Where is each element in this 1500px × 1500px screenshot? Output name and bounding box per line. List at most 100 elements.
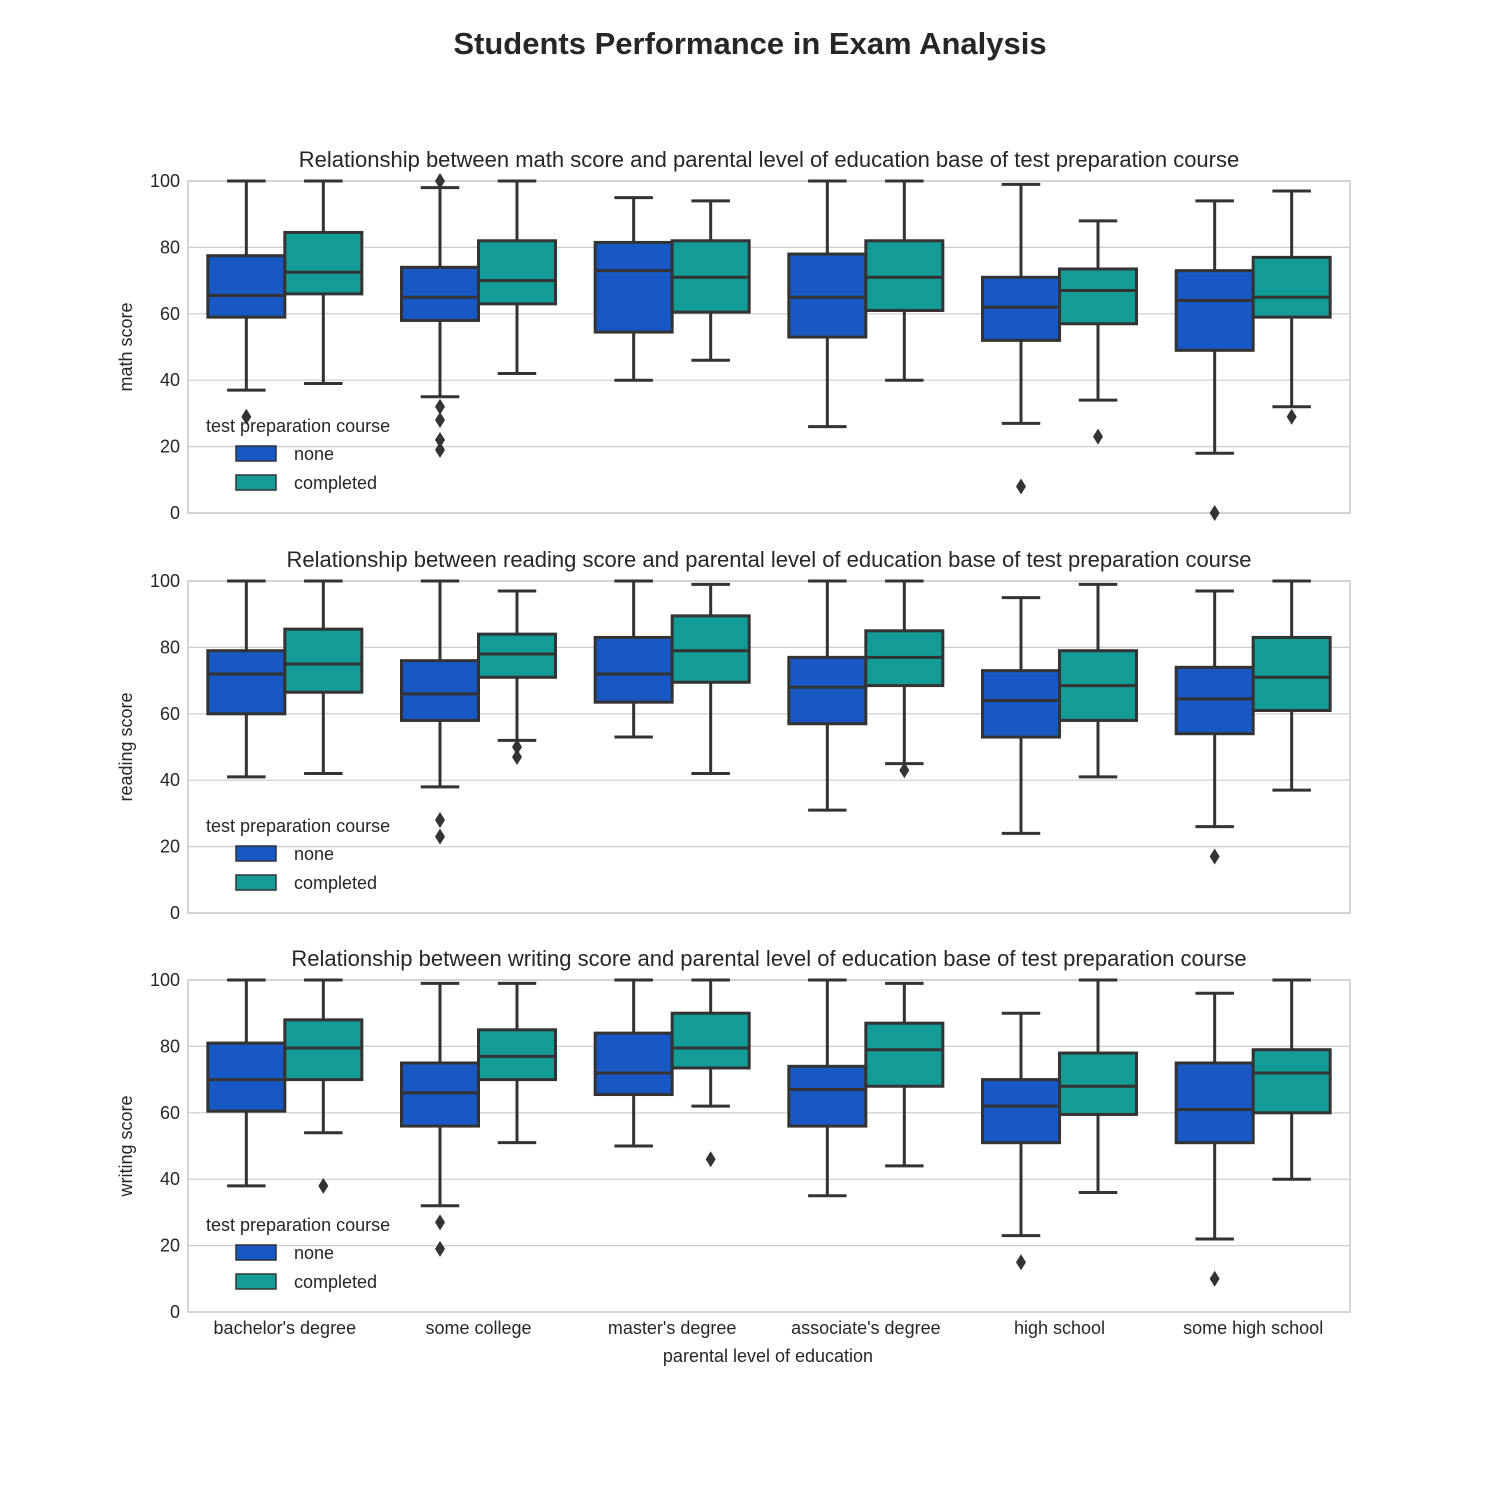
box-body <box>593 635 674 704</box>
x-tick-label: bachelor's degree <box>214 1318 357 1338</box>
outlier-point <box>1209 1270 1220 1287</box>
box-completed <box>1058 219 1138 445</box>
box-body <box>477 632 557 679</box>
box-completed <box>864 179 945 382</box>
panel-title: Relationship between writing score and p… <box>291 946 1246 971</box>
box-completed <box>1251 978 1332 1181</box>
legend-label-completed: completed <box>294 1272 377 1292</box>
box-body <box>981 275 1061 342</box>
x-tick-label: associate's degree <box>791 1318 941 1338</box>
box-none <box>981 182 1061 495</box>
y-tick-label: 60 <box>160 304 180 324</box>
box-body <box>206 254 287 319</box>
legend-swatch-completed <box>235 1273 277 1290</box>
box-none <box>400 981 480 1257</box>
x-tick-label: some college <box>425 1318 531 1338</box>
box-body <box>981 669 1061 739</box>
legend-label-completed: completed <box>294 473 377 493</box>
panel-1: 0 20 40 60 80 100 Relationship between reading… <box>116 547 1351 923</box>
legend: test preparation course none completed <box>206 816 390 893</box>
box-none <box>206 579 287 779</box>
x-tick-label: master's degree <box>608 1318 737 1338</box>
box-none <box>206 978 287 1188</box>
box-body <box>864 239 945 312</box>
y-tick-label: 0 <box>170 503 180 523</box>
x-tick-label: high school <box>1014 1318 1105 1338</box>
y-tick-label: 40 <box>160 370 180 390</box>
box-body <box>477 239 557 306</box>
y-tick-label: 80 <box>160 1036 180 1056</box>
box-body <box>400 265 480 322</box>
y-tick-label: 80 <box>160 237 180 257</box>
box-body <box>787 655 868 726</box>
box-body <box>1251 1048 1332 1115</box>
box-completed <box>670 199 751 362</box>
outlier-point <box>1016 478 1026 495</box>
box-body <box>400 659 480 722</box>
legend-label-none: none <box>294 444 334 464</box>
outlier-point <box>1093 428 1103 445</box>
outlier-point <box>435 431 445 448</box>
box-completed <box>1058 582 1138 779</box>
box-none <box>400 579 480 845</box>
outlier-point <box>435 1240 445 1257</box>
box-completed <box>283 978 364 1194</box>
box-body <box>1251 635 1332 712</box>
outlier-point <box>512 748 522 765</box>
axes-frame <box>187 979 1351 1313</box>
y-tick-label: 60 <box>160 1103 180 1123</box>
y-tick-label: 80 <box>160 637 180 657</box>
box-body <box>477 1028 557 1082</box>
box-body <box>1251 255 1332 319</box>
legend-title: test preparation course <box>206 816 390 836</box>
outlier-point <box>435 398 445 415</box>
box-body <box>670 614 751 684</box>
box-none <box>787 579 868 812</box>
box-body <box>787 252 868 339</box>
box-none <box>206 179 287 425</box>
box-body <box>283 1018 364 1082</box>
box-completed <box>477 589 557 765</box>
box-body <box>1174 1061 1255 1145</box>
legend-swatch-none <box>235 1244 277 1261</box>
legend-label-none: none <box>294 844 334 864</box>
y-tick-label: 40 <box>160 770 180 790</box>
y-axis-label: math score <box>116 302 136 391</box>
y-tick-label: 0 <box>170 1302 180 1322</box>
outlier-point <box>705 1151 716 1168</box>
box-none <box>981 596 1061 835</box>
plots-container: 0 20 40 60 80 100 Relationship between math sc… <box>116 147 1351 1338</box>
outlier-point <box>435 812 445 829</box>
box-body <box>283 230 364 296</box>
y-tick-label: 100 <box>150 571 180 591</box>
x-tick-label: some high school <box>1183 1318 1323 1338</box>
y-axis-label: reading score <box>116 692 136 801</box>
y-tick-label: 100 <box>150 970 180 990</box>
box-body <box>206 1041 287 1113</box>
y-axis-label: writing score <box>116 1095 136 1197</box>
x-axis-label: parental level of education <box>663 1346 873 1366</box>
box-none <box>787 978 868 1198</box>
legend-swatch-none <box>235 845 277 862</box>
y-tick-label: 100 <box>150 171 180 191</box>
box-completed <box>670 978 751 1168</box>
outlier-point <box>1209 505 1220 521</box>
box-none <box>400 173 480 458</box>
y-tick-label: 20 <box>160 1236 180 1256</box>
y-tick-label: 20 <box>160 437 180 457</box>
outlier-point <box>1016 1254 1026 1271</box>
box-completed <box>283 179 364 386</box>
box-none <box>1174 589 1255 865</box>
axes-frame <box>187 180 1351 514</box>
box-completed <box>283 579 364 776</box>
box-body <box>1174 269 1255 352</box>
legend-swatch-none <box>235 445 277 462</box>
box-body <box>981 1078 1061 1145</box>
box-completed <box>670 582 751 776</box>
box-completed <box>477 179 557 376</box>
panel-title: Relationship between math score and pare… <box>299 147 1239 172</box>
box-none <box>1174 991 1255 1287</box>
box-none <box>981 1011 1061 1271</box>
y-tick-label: 20 <box>160 837 180 857</box>
